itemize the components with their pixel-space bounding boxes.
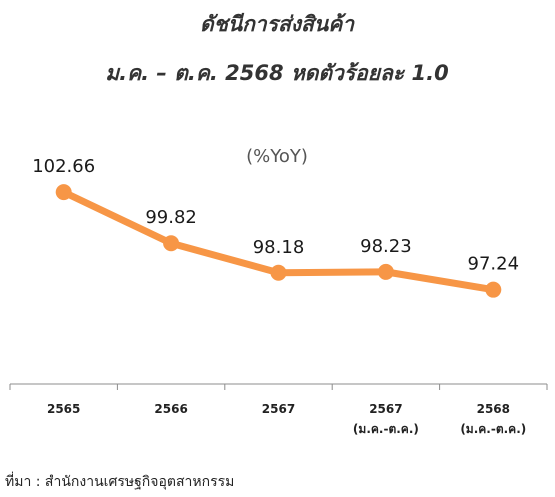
data-label: 102.66 (32, 156, 95, 177)
x-tick-label: 2565 (47, 402, 80, 416)
x-tick-label: 2567 (369, 402, 402, 416)
x-axis (9, 383, 548, 390)
data-point (163, 235, 180, 252)
x-tick-label: 2567 (262, 402, 295, 416)
x-tick-label: 2566 (154, 402, 187, 416)
data-points (55, 184, 502, 298)
chart-subtitle: ม.ค. – ต.ค. 2568 หดตัวร้อยละ 1.0 (105, 61, 448, 85)
data-label: 99.82 (145, 207, 197, 228)
x-tick-label: 2568 (477, 402, 510, 416)
data-point (377, 263, 394, 280)
x-tick-label: (ม.ค.-ต.ค.) (460, 422, 526, 436)
data-point (485, 281, 502, 298)
data-point (55, 184, 72, 201)
source-note: ที่มา : สำนักงานเศรษฐกิจอุตสาหกรรม (5, 472, 234, 490)
x-tick-labels: 2565 2566 2567 2567 (ม.ค.-ต.ค.) 2568 (ม.ค.-ต.ค… (47, 402, 526, 436)
data-label: 97.24 (468, 254, 520, 275)
x-tick-label: (ม.ค.-ต.ค.) (353, 422, 419, 436)
data-label: 98.18 (253, 237, 305, 258)
data-point (270, 264, 287, 281)
unit-label: (%YoY) (246, 146, 308, 167)
data-labels: 102.66 99.82 98.18 98.23 97.24 (32, 156, 519, 275)
data-label: 98.23 (360, 236, 412, 257)
chart-title: ดัชนีการส่งสินค้า (200, 12, 355, 36)
